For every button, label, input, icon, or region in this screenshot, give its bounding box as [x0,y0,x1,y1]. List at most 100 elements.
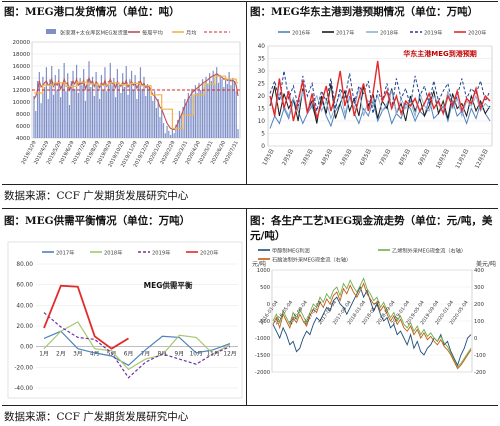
x-tick-label: 6月 [124,351,134,358]
y-right-tick-label: -100 [474,353,486,359]
y-tick-label: 6000 [16,124,30,130]
row1-bottom-rule [2,184,498,185]
y-tick-label: 14000 [13,76,31,82]
row1-divider [246,1,247,185]
y-right-tick-label: 300 [474,285,484,291]
y-left-tick-label: 0 [267,302,270,308]
legend-shipment-label: 张家港+太仓库区MEG发货量 [60,29,128,37]
y-tick-label: 35 [258,57,266,63]
legend-2020年-label: 2020年 [200,249,218,257]
y-tick-label: -40.00 [14,386,33,392]
y-tick-label: 12000 [13,88,31,94]
y-tick-label: 4000 [16,136,30,142]
source-name: CCF 广发期货发展研究中心 [56,190,189,202]
y-tick-label: 20.00 [16,324,33,330]
x-tick-label: 8月5日 [397,148,412,167]
x-tick-label: 10月 [190,351,203,358]
y-tick-label: 25 [258,82,266,88]
y-left-tick-label: 500 [260,285,270,291]
source-label: 数据来源： [4,190,57,202]
y-tick-label: 20 [258,94,266,100]
y-tick-label: 60.00 [16,283,33,289]
series-line-石脑油制外采MEG现金流（右轴） [272,282,472,370]
y-left-tick-label: -1000 [255,336,270,342]
east-china-arrival-chart: 0 5 10 15 20 25 30 35 40 华东主港MEG到港预期 1月5日 2月5日 3月5日 4… [258,29,493,170]
y-tick-label: 18000 [13,52,31,58]
y-right-tick-label: -200 [474,370,486,376]
x-tick-label: 9月5日 [417,148,432,167]
x-tick-label: 5月5日 [339,148,354,167]
x-tick-label: 12月 [223,351,236,358]
y-left-tick-label: 1000 [257,268,270,274]
source-label: 数据来源： [4,411,57,423]
x-tick-label: 12月5日 [473,148,489,170]
y-tick-label: 5 [261,132,265,138]
chart1-caption: 图：MEG港口发货情况（单位：吨） [4,6,180,18]
y-tick-label: 0 [261,144,265,150]
legend-2017年-label: 2017年 [336,29,354,37]
y-left-unit: 元/吨 [252,260,266,268]
y-tick-label: 80.00 [16,262,33,268]
legend-naphtha-cashflow-label: 石脑油制外采MEG现金流（右轴） [272,256,351,264]
legend-2019年-label: 2019年 [424,29,442,37]
meg-cashflow-chart: 元/吨 美元/吨 -2000 -1500 -1000 -500 0 500 1000 -200 -1… [252,247,496,377]
x-tick-label: 6月5日 [358,148,373,167]
x-tick-label: 1月5日 [261,148,276,167]
y-tick-label: 40.00 [16,303,33,309]
chart4-caption-line2: 元/吨） [250,230,286,242]
x-tick-label: 10月5日 [435,148,451,170]
x-tick-label: 3月 [73,351,83,358]
y-tick-label: 8000 [16,112,30,118]
x-tick-label: 7月 [141,351,151,358]
y-left-tick-label: -2000 [255,370,270,376]
series-line-2019年 [269,70,491,114]
chart-title: 华东主港MEG到港预期 [403,49,477,58]
x-tick-label: 1月 [39,351,49,358]
series-line-2020年 [43,284,129,350]
y-tick-label: 15 [258,107,266,113]
legend-shipment-swatch [46,29,56,34]
y-right-unit: 美元/吨 [476,260,496,268]
chart4-caption-line1: 图：各生产工艺MEG现金流走势（单位：元/吨，美 [250,215,493,227]
y-tick-label: -20.00 [14,365,33,371]
x-tick-label: 4月5日 [319,148,334,167]
top-rule [2,1,498,2]
series-line-2016年 [269,95,491,129]
y-tick-label: 10 [258,119,266,125]
supply-demand-balance-chart: -40.00 -20.00 0.00 20.00 40.00 60.00 80.00 1月 2月… [7,241,243,399]
y-right-tick-label: 400 [474,268,484,274]
x-tick-label: 5月 [107,351,117,358]
y-tick-label: 40 [258,44,266,50]
series-line-乙烯制外采MEG现金流（右轴） [272,277,472,368]
y-tick-label: 30 [258,69,266,75]
y-tick-label: 10000 [13,100,31,106]
legend-2016年-label: 2016年 [292,29,310,37]
x-tick-label: 7月5日 [378,148,393,167]
legend-2018年-label: 2018年 [104,249,122,257]
row2-top-rule [2,208,498,209]
legend-2018年-label: 2018年 [380,29,398,37]
series-line-2019年 [43,312,231,379]
y-left-tick-label: -1500 [255,353,270,359]
x-tick-label: 4月 [90,351,100,358]
x-tick-label: 11月5日 [454,148,470,170]
port-shipment-chart: 4000 6000 8000 10000 12000 14000 16000 18000 200… [13,29,241,168]
weekly-average-line [33,73,239,131]
y-right-tick-label: 200 [474,302,484,308]
source-note-1: 数据来源：CCF 广发期货发展研究中心 [4,188,188,203]
row2-bottom-rule [2,405,498,406]
chart3-caption: 图：MEG供需平衡情况（单位：万吨） [4,215,191,227]
x-tick-label: 3月5日 [300,148,315,167]
x-tick-label: 2月5日 [281,148,296,167]
chart2-caption: 图：MEG华东主港到港预期情况（单位：万吨） [250,6,479,18]
legend-2019年-label: 2019年 [152,249,170,257]
series-line-2020年 [269,60,491,122]
legend-methanol-profit-label: 甲醇制MEG利润 [272,247,310,255]
legend-monthly-average-label: 月均 [186,29,196,37]
source-name: CCF 广发期货发展研究中心 [56,411,189,423]
legend-2020年-label: 2020年 [468,29,486,37]
x-tick-label: 9月 [175,351,185,358]
y-left-tick-label: -500 [258,319,270,325]
y-tick-label: 16000 [13,64,31,70]
